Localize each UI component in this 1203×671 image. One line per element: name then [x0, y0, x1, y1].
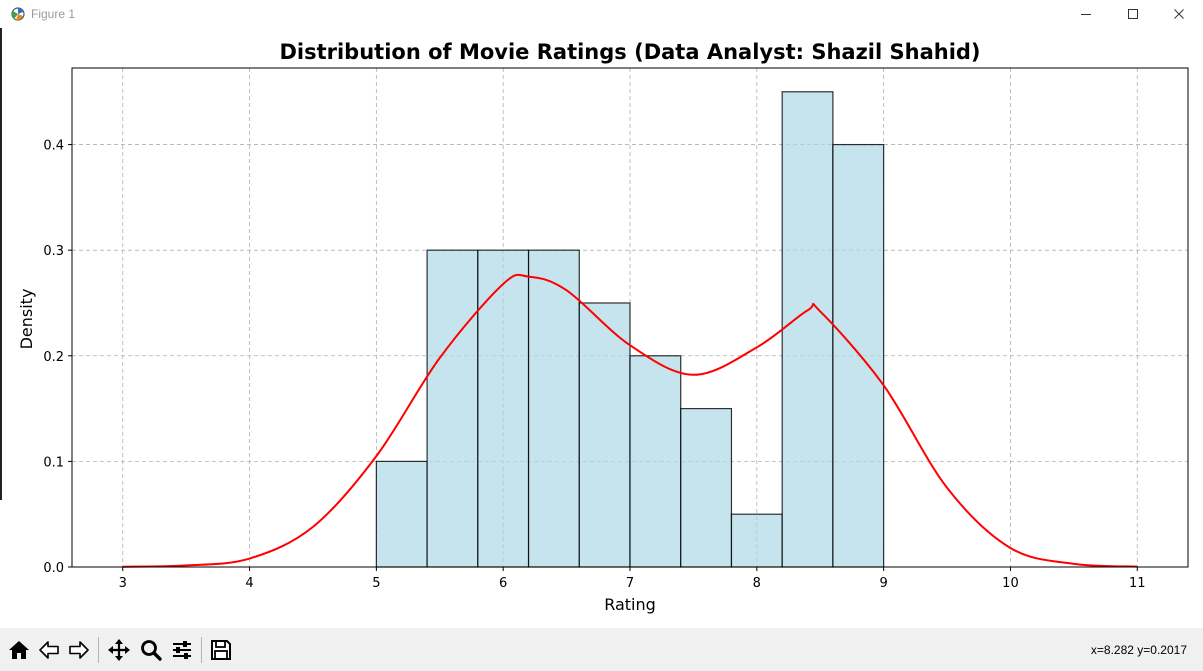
- histogram-bar: [730, 513, 783, 568]
- y-tick-label: 0.0: [43, 561, 64, 576]
- x-tick-label: 6: [499, 576, 507, 591]
- x-tick-label: 7: [626, 576, 634, 591]
- floppy-disk-icon: [211, 640, 231, 660]
- window-titlebar: Figure 1: [0, 0, 1203, 28]
- x-tick-label: 8: [753, 576, 761, 591]
- home-button[interactable]: [4, 635, 34, 665]
- x-tick-label: 4: [245, 576, 253, 591]
- histogram-bar: [781, 91, 834, 568]
- configure-subplots-button[interactable]: [167, 635, 197, 665]
- y-tick-label: 0.2: [43, 350, 64, 365]
- pan-button[interactable]: [104, 635, 134, 665]
- y-axis-label: Density: [17, 289, 36, 350]
- zoom-button[interactable]: [136, 635, 166, 665]
- maximize-icon: [1128, 9, 1138, 19]
- histogram-bar: [578, 302, 631, 568]
- toolbar-separator: [98, 637, 99, 663]
- cursor-coordinates: x=8.282 y=0.2017: [1090, 643, 1187, 657]
- histogram-bar: [426, 249, 479, 568]
- move-icon: [108, 639, 130, 661]
- forward-button[interactable]: [64, 635, 94, 665]
- window-title: Figure 1: [31, 7, 76, 21]
- x-tick-label: 5: [372, 576, 380, 591]
- toolbar-separator: [201, 637, 202, 663]
- figure-canvas[interactable]: 3 4 5 6 7 8 9 10 11 0.0 0.1 0.2 0.3 0.4 Distribution …: [0, 28, 1203, 628]
- minimize-button[interactable]: [1063, 0, 1109, 28]
- histogram-bar: [527, 249, 580, 568]
- x-tick-label: 9: [879, 576, 887, 591]
- y-tick-label: 0.3: [43, 244, 64, 259]
- maximize-button[interactable]: [1110, 0, 1156, 28]
- histogram-bar: [375, 460, 428, 568]
- y-tick-label: 0.1: [43, 455, 64, 470]
- x-tick-label: 3: [119, 576, 127, 591]
- chart-title: Distribution of Movie Ratings (Data Anal…: [279, 40, 980, 64]
- histogram-bar: [477, 249, 530, 568]
- back-button[interactable]: [34, 635, 64, 665]
- minimize-icon: [1081, 14, 1091, 15]
- histogram-bar: [832, 143, 885, 568]
- app-icon: [11, 7, 25, 21]
- home-icon: [9, 641, 29, 659]
- histogram-bar: [629, 355, 682, 568]
- x-tick-label: 10: [1002, 576, 1019, 591]
- chart: 3 4 5 6 7 8 9 10 11 0.0 0.1 0.2 0.3 0.4 Distribution …: [17, 40, 1189, 614]
- save-button[interactable]: [206, 635, 236, 665]
- close-icon: [1174, 9, 1184, 19]
- y-tick-label: 0.4: [43, 139, 64, 154]
- back-arrow-icon: [39, 641, 59, 659]
- window-left-edge: [0, 28, 2, 500]
- close-button[interactable]: [1156, 0, 1202, 28]
- histogram-bar: [680, 407, 733, 568]
- x-axis-label: Rating: [604, 595, 656, 614]
- x-tick-label: 11: [1129, 576, 1146, 591]
- forward-arrow-icon: [69, 641, 89, 659]
- magnifier-icon: [141, 640, 162, 661]
- sliders-icon: [173, 641, 191, 659]
- kde-line: [122, 273, 1138, 568]
- navigation-toolbar: x=8.282 y=0.2017: [0, 628, 1203, 671]
